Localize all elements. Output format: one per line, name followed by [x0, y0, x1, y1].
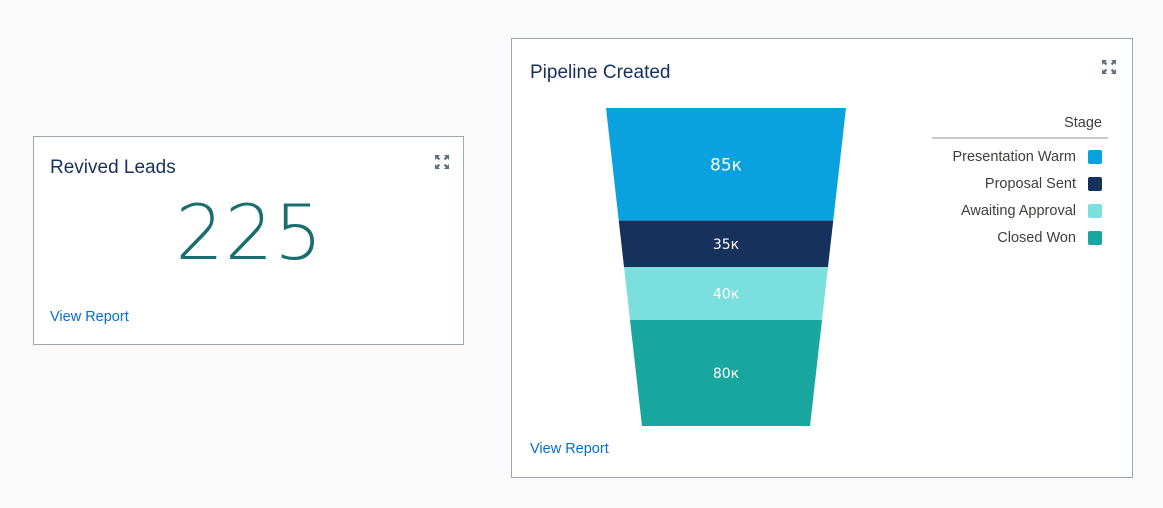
funnel-data-label: 80к — [713, 366, 739, 382]
legend-swatch — [1088, 230, 1102, 245]
legend-label: Proposal Sent — [984, 175, 1076, 192]
legend-swatch — [1088, 149, 1102, 164]
metric-value: 225 — [175, 188, 324, 277]
funnel-segment[interactable] — [618, 220, 834, 267]
funnel-chart: 85к 35к 40к 80к — [606, 108, 846, 426]
legend-label: Awaiting Approval — [960, 202, 1076, 219]
legend-item[interactable]: Presentation Warm — [932, 143, 1108, 170]
legend-item[interactable]: Awaiting Approval — [932, 197, 1108, 224]
legend-title: Stage — [932, 115, 1108, 139]
funnel-data-label: 85к — [710, 155, 742, 175]
funnel-segment[interactable] — [624, 267, 828, 320]
funnel-data-label: 35к — [713, 237, 739, 253]
chart-legend: Stage Presentation Warm Proposal Sent Awai… — [932, 115, 1108, 251]
funnel-segment[interactable] — [606, 108, 846, 221]
pipeline-created-card: Pipeline Created 85к 35к 40к 80к Stage Pres… — [511, 38, 1133, 478]
expand-icon[interactable] — [434, 154, 450, 170]
legend-item[interactable]: Proposal Sent — [932, 170, 1108, 197]
legend-label: Presentation Warm — [952, 148, 1076, 165]
revived-leads-card: Revived Leads 225 View Report — [33, 136, 464, 345]
expand-icon[interactable] — [1101, 59, 1117, 75]
legend-label: Closed Won — [997, 229, 1076, 246]
funnel-data-label: 40к — [713, 287, 739, 303]
legend-swatch — [1088, 203, 1102, 218]
legend-swatch — [1088, 176, 1102, 191]
card-title: Revived Leads — [50, 157, 176, 178]
card-title: Pipeline Created — [530, 62, 671, 83]
funnel-segment[interactable] — [630, 320, 822, 426]
legend-item[interactable]: Closed Won — [932, 224, 1108, 251]
view-report-link[interactable]: View Report — [530, 441, 609, 457]
view-report-link[interactable]: View Report — [50, 309, 129, 325]
